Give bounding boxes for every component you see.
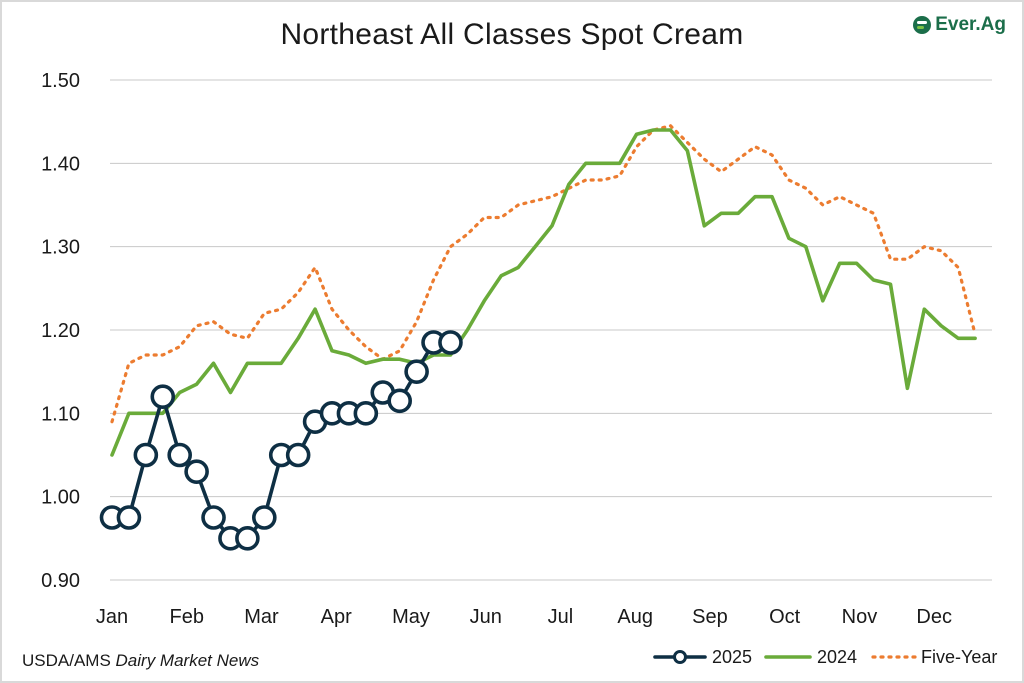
x-tick-label: Jul (548, 606, 574, 628)
y-tick-label: 1.00 (41, 487, 80, 509)
data-point-2025 (438, 330, 463, 355)
data-point-2025 (387, 388, 412, 414)
data-point-2025 (133, 442, 159, 468)
y-tick-label: 1.40 (41, 153, 80, 175)
source-note: USDA/AMS Dairy Market News (22, 651, 259, 671)
series-line-2025 (110, 340, 453, 541)
source-prefix: USDA/AMS (22, 651, 116, 670)
data-point-2025 (167, 442, 192, 468)
y-tick-label: 1.20 (41, 320, 80, 342)
y-tick-label: 0.90 (41, 570, 80, 592)
x-tick-label: Dec (916, 606, 952, 628)
data-point-2025 (404, 359, 429, 384)
source-publication: Dairy Market News (115, 651, 260, 670)
data-point-2025 (184, 459, 209, 484)
x-tick-label: Jan (96, 606, 128, 628)
brand-logo: Ever.Ag (913, 14, 1006, 36)
chart-title: Northeast All Classes Spot Cream (280, 18, 744, 51)
legend-marker-2025 (673, 650, 687, 664)
x-tick-label: Feb (170, 606, 204, 628)
series-line-five-year (110, 124, 977, 424)
y-tick-label: 1.10 (41, 403, 80, 425)
gridlines (110, 79, 992, 581)
y-axis-ticks: 0.90 1.00 1.10 1.20 1.30 1.40 1.50 (41, 70, 80, 592)
y-tick-label: 1.50 (41, 70, 80, 92)
legend-label: 2025 (712, 647, 752, 667)
x-tick-label: Jun (470, 606, 502, 628)
brand-name: Ever.Ag (935, 14, 1006, 35)
x-tick-label: Apr (321, 606, 352, 628)
x-tick-label: Mar (244, 606, 279, 628)
data-point-2025 (116, 505, 142, 530)
series-lines (99, 124, 977, 551)
series-line-2024 (110, 128, 977, 457)
legend: 2025 2024 Five-Year (653, 647, 997, 667)
x-tick-label: Aug (617, 606, 653, 628)
data-point-2025 (353, 401, 379, 426)
x-tick-label: Sep (692, 606, 728, 628)
ever-ag-logo-icon (913, 16, 932, 34)
data-point-2025 (235, 526, 260, 551)
x-tick-label: Oct (769, 606, 801, 628)
legend-label: Five-Year (921, 647, 997, 667)
legend-label: 2024 (817, 647, 857, 667)
data-point-2025 (201, 505, 226, 530)
y-tick-label: 1.30 (41, 237, 80, 259)
data-point-2025 (285, 442, 311, 468)
x-tick-label: Nov (842, 606, 878, 628)
data-point-2025 (150, 384, 176, 409)
data-point-2025 (252, 505, 277, 530)
x-tick-label: May (392, 606, 430, 628)
x-axis-ticks: Jan Feb Mar Apr May Jun Jul Aug Sep Oct Nov Dec (96, 606, 952, 628)
